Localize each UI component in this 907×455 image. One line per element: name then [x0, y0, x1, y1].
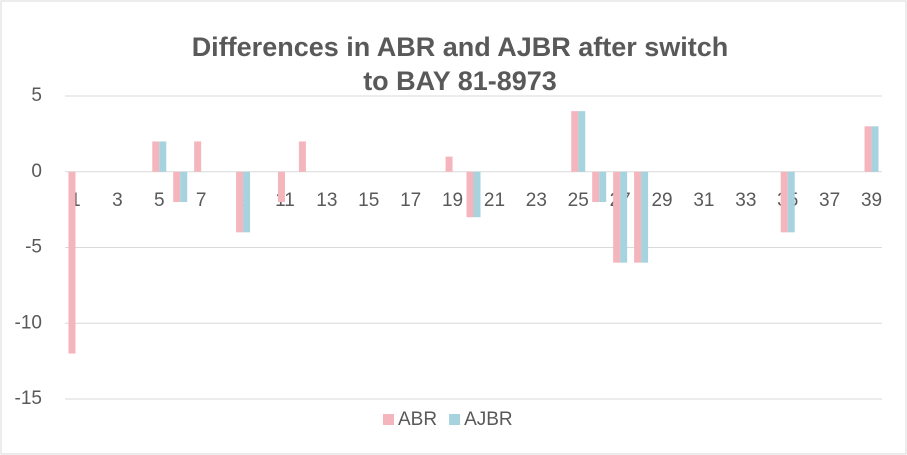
x-tick-label: 19: [442, 190, 463, 211]
bar: [277, 171, 285, 203]
bar: [620, 171, 628, 263]
bar: [641, 171, 649, 263]
x-tick-label: 25: [568, 190, 589, 211]
bar: [466, 171, 474, 218]
bar: [152, 141, 160, 172]
bar: [180, 171, 188, 203]
x-tick-label: 39: [861, 190, 882, 211]
bar: [243, 171, 251, 233]
legend-label: AJBR: [464, 409, 513, 430]
bar: [787, 171, 795, 233]
bar: [578, 111, 586, 172]
y-tick-label: -15: [15, 388, 42, 409]
x-tick-label: 3: [112, 190, 123, 211]
bar: [159, 141, 167, 172]
bar: [780, 171, 788, 233]
bar: [68, 171, 76, 354]
bar: [864, 126, 872, 172]
bar: [871, 126, 879, 172]
x-tick-label: 37: [819, 190, 840, 211]
bar: [236, 171, 244, 233]
x-tick-label: 31: [693, 190, 714, 211]
x-tick-label: 13: [316, 190, 337, 211]
y-tick-label: -10: [15, 312, 42, 333]
bar: [298, 141, 306, 172]
y-tick-label: -5: [25, 237, 42, 258]
legend-swatch: [449, 414, 461, 425]
bar: [445, 156, 453, 172]
bar: [173, 171, 181, 203]
bar: [599, 171, 607, 203]
bar: [613, 171, 621, 263]
x-tick-label: 23: [526, 190, 547, 211]
x-tick-label: 33: [735, 190, 756, 211]
x-tick-label: 7: [196, 190, 207, 211]
chart-title: Differences in ABR and AJBR after switch…: [191, 32, 729, 96]
bar: [473, 171, 481, 218]
bar: [571, 111, 579, 172]
y-tick-label: 5: [31, 85, 42, 106]
bar: [592, 171, 600, 203]
bar: [194, 141, 202, 172]
y-tick-label: 0: [31, 161, 42, 182]
bar: [634, 171, 642, 263]
x-tick-label: 29: [651, 190, 672, 211]
legend-label: ABR: [398, 409, 437, 430]
legend-swatch: [383, 414, 394, 425]
x-tick-label: 17: [400, 190, 421, 211]
x-tick-label: 21: [484, 190, 505, 211]
x-tick-label: 15: [358, 190, 379, 211]
x-tick-label: 5: [154, 190, 165, 211]
